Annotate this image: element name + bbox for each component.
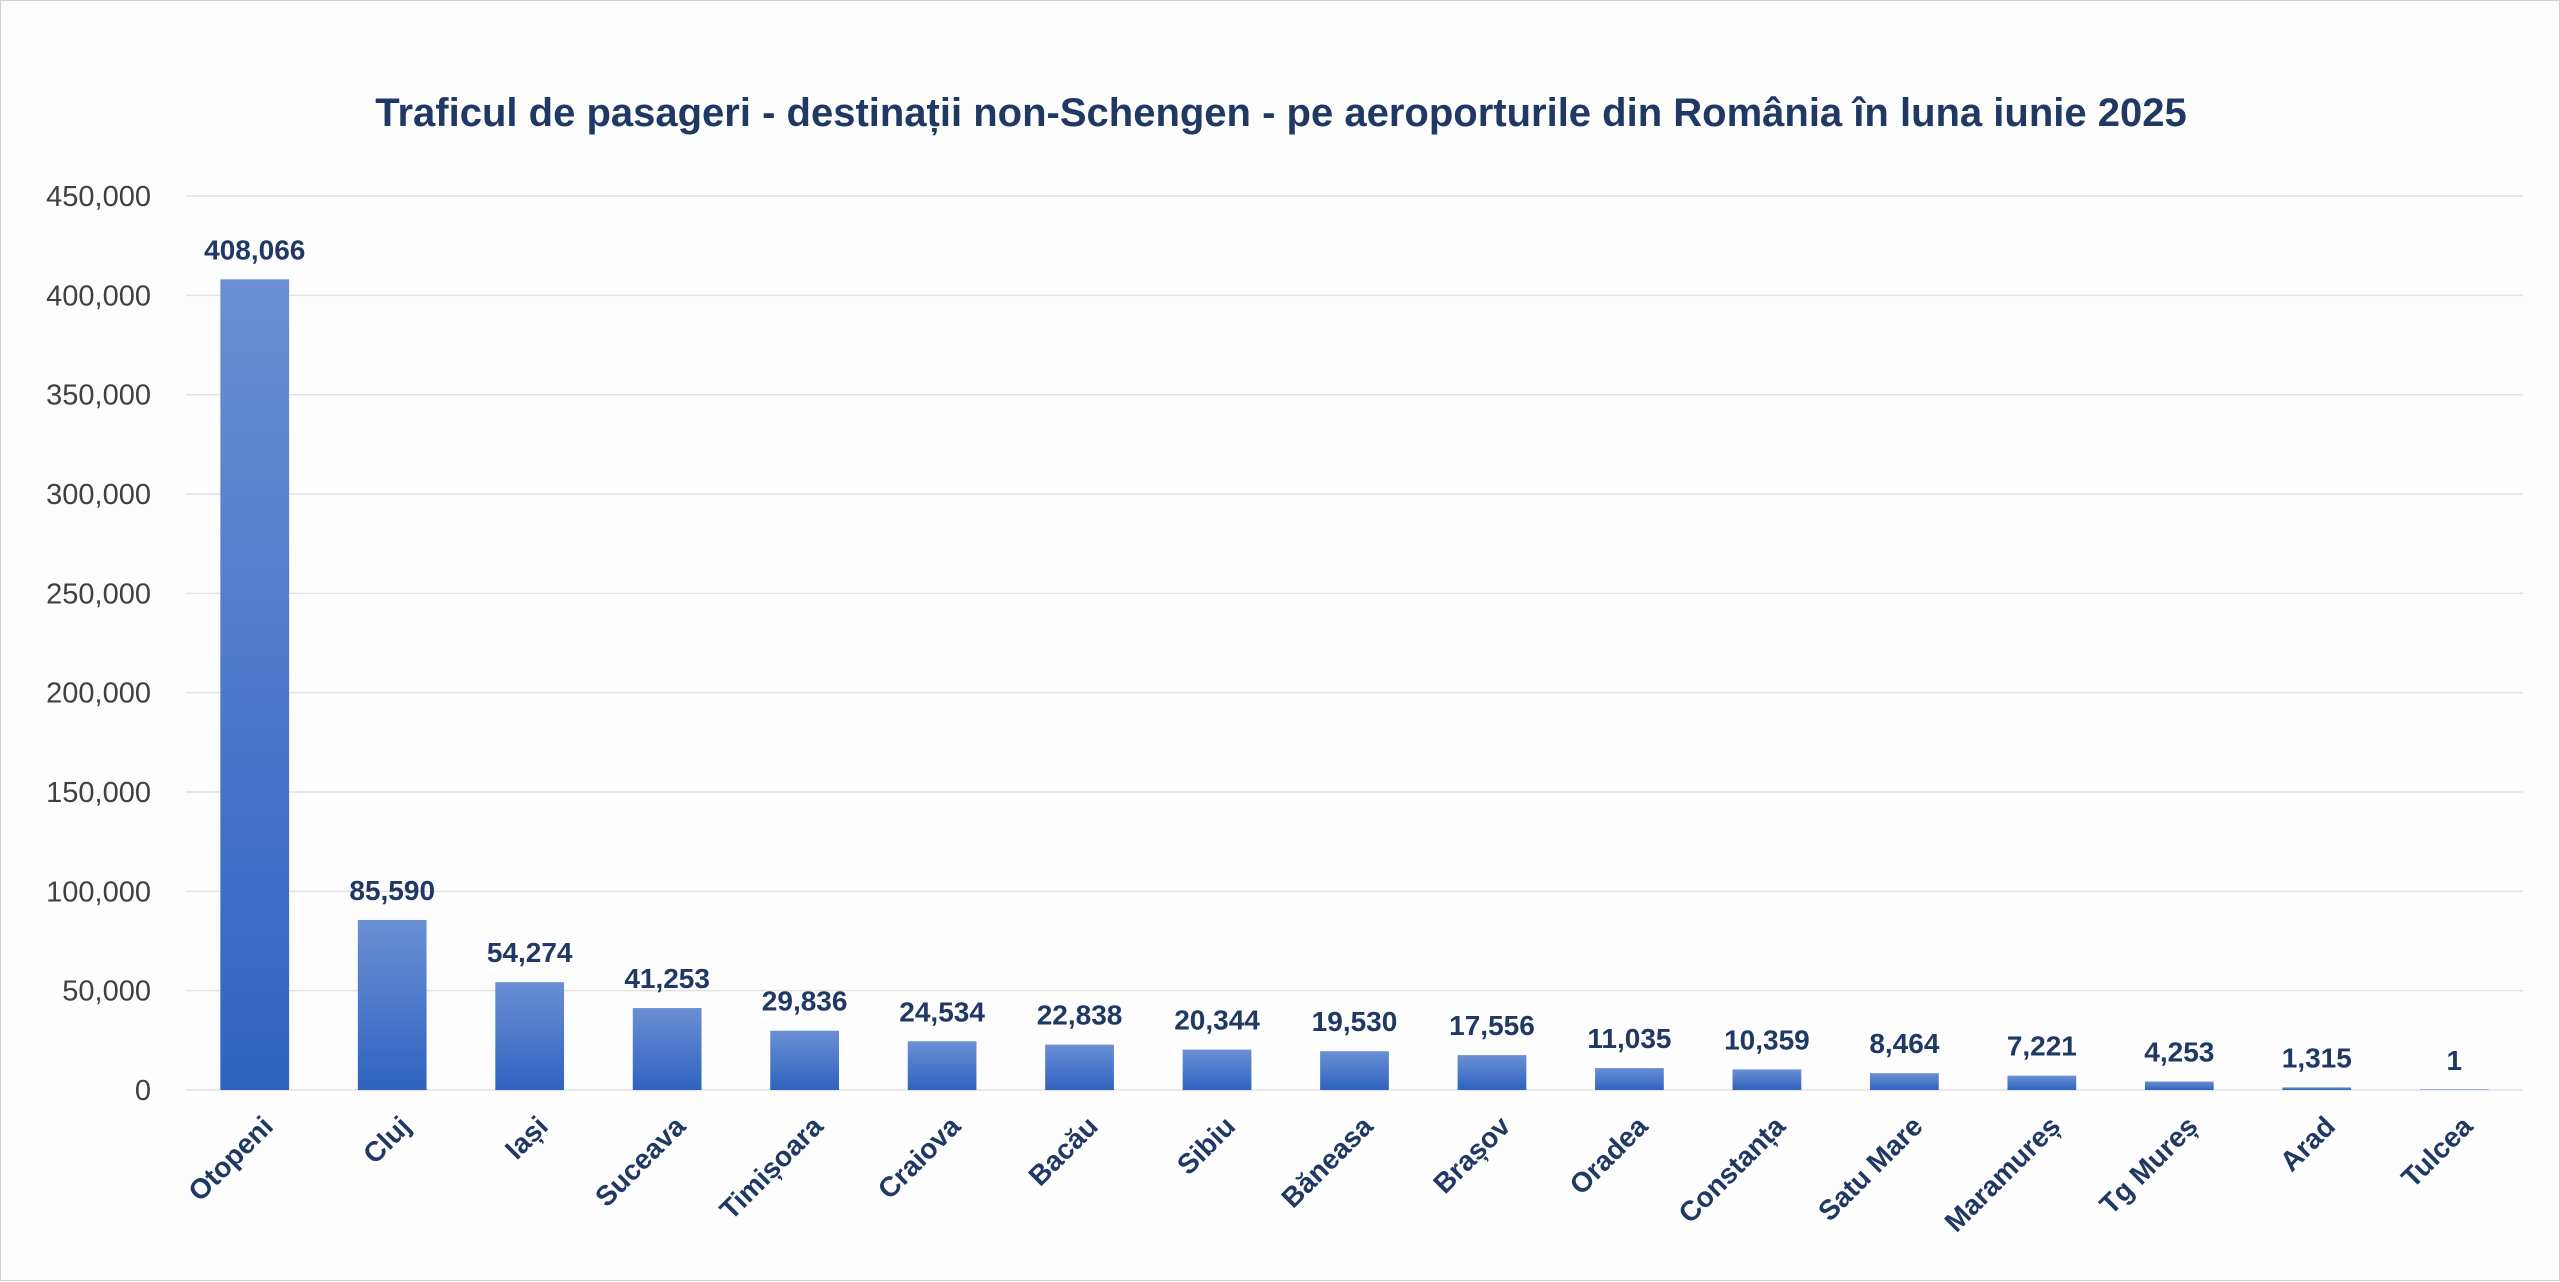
data-label: 17,556 [1449,1010,1535,1041]
bar [1595,1068,1664,1090]
x-tick-label: Tulcea [2395,1110,2478,1193]
data-label: 4,253 [2144,1037,2214,1068]
bar [2144,1081,2214,1090]
x-tick-label: Sibiu [1171,1110,1241,1180]
data-label: 408,066 [204,234,305,265]
data-label: 10,359 [1724,1024,1810,1055]
bar [495,982,565,1090]
y-axis-ticks: 0 50,000 100,000 150,000 200,000 250,000 300,0… [46,181,151,1107]
x-tick-label: Satu Mare [1812,1110,1929,1227]
x-tick-label: Otopeni [182,1110,279,1207]
x-tick-label: Maramureș [1939,1110,2067,1238]
x-tick-label: Băneasa [1275,1110,1379,1214]
x-tick-label: Brașov [1427,1110,1516,1199]
bar [632,1008,702,1090]
bar [2007,1075,2077,1090]
data-label: 54,274 [487,937,573,968]
x-tick-label: Timișoara [714,1110,829,1225]
data-labels: 408,066 85,590 54,274 41,253 29,836 24,534 22,… [204,234,2462,1076]
y-tick-label: 400,000 [46,280,151,312]
x-tick-label: Oradea [1564,1110,1654,1200]
gridlines [186,195,2523,1091]
data-label: 20,344 [1174,1005,1260,1036]
bar [1182,1049,1252,1090]
y-tick-label: 200,000 [46,678,151,710]
y-tick-label: 350,000 [46,380,151,412]
data-label: 7,221 [2007,1031,2077,1062]
data-label: 29,836 [762,986,848,1017]
bar [1457,1055,1527,1090]
bar [2282,1087,2352,1090]
y-tick-label: 300,000 [46,479,151,511]
y-tick-label: 450,000 [46,181,151,213]
bar [1320,1051,1389,1090]
data-label: 8,464 [1869,1028,1939,1059]
data-label: 85,590 [349,875,435,906]
x-axis-ticks: Otopeni Cluj Iași Suceava Timișoara Craiova Ba… [182,1110,2479,1238]
x-tick-label: Bacău [1022,1110,1103,1191]
data-label: 24,534 [899,996,985,1027]
data-label: 41,253 [624,963,710,994]
bar [2419,1089,2489,1090]
x-tick-label: Tg Mureș [2094,1110,2204,1220]
bar [770,1030,839,1090]
bar [220,279,290,1091]
y-tick-label: 100,000 [46,876,151,908]
bar [907,1041,977,1090]
data-label: 11,035 [1587,1023,1671,1054]
x-tick-label: Constanța [1672,1110,1791,1229]
bar [357,919,427,1090]
x-tick-label: Iași [499,1110,554,1165]
x-tick-label: Arad [2274,1110,2341,1177]
data-label: 1,315 [2282,1042,2352,1073]
x-tick-label: Craiova [872,1110,967,1205]
bar [1870,1073,1939,1090]
bars [220,279,2489,1091]
bar [1045,1044,1114,1090]
x-tick-label: Suceava [589,1110,692,1213]
y-tick-label: 150,000 [46,777,151,809]
x-tick-label: Cluj [357,1110,416,1169]
y-tick-label: 50,000 [62,976,151,1008]
bar [1732,1069,1802,1090]
data-label: 19,530 [1312,1006,1398,1037]
y-tick-label: 250,000 [46,578,151,610]
y-tick-label: 0 [135,1075,151,1107]
chart-title: Traficul de pasageri - destinații non-Sc… [375,91,2186,135]
data-label: 1 [2446,1045,2462,1076]
data-label: 22,838 [1037,1000,1123,1031]
